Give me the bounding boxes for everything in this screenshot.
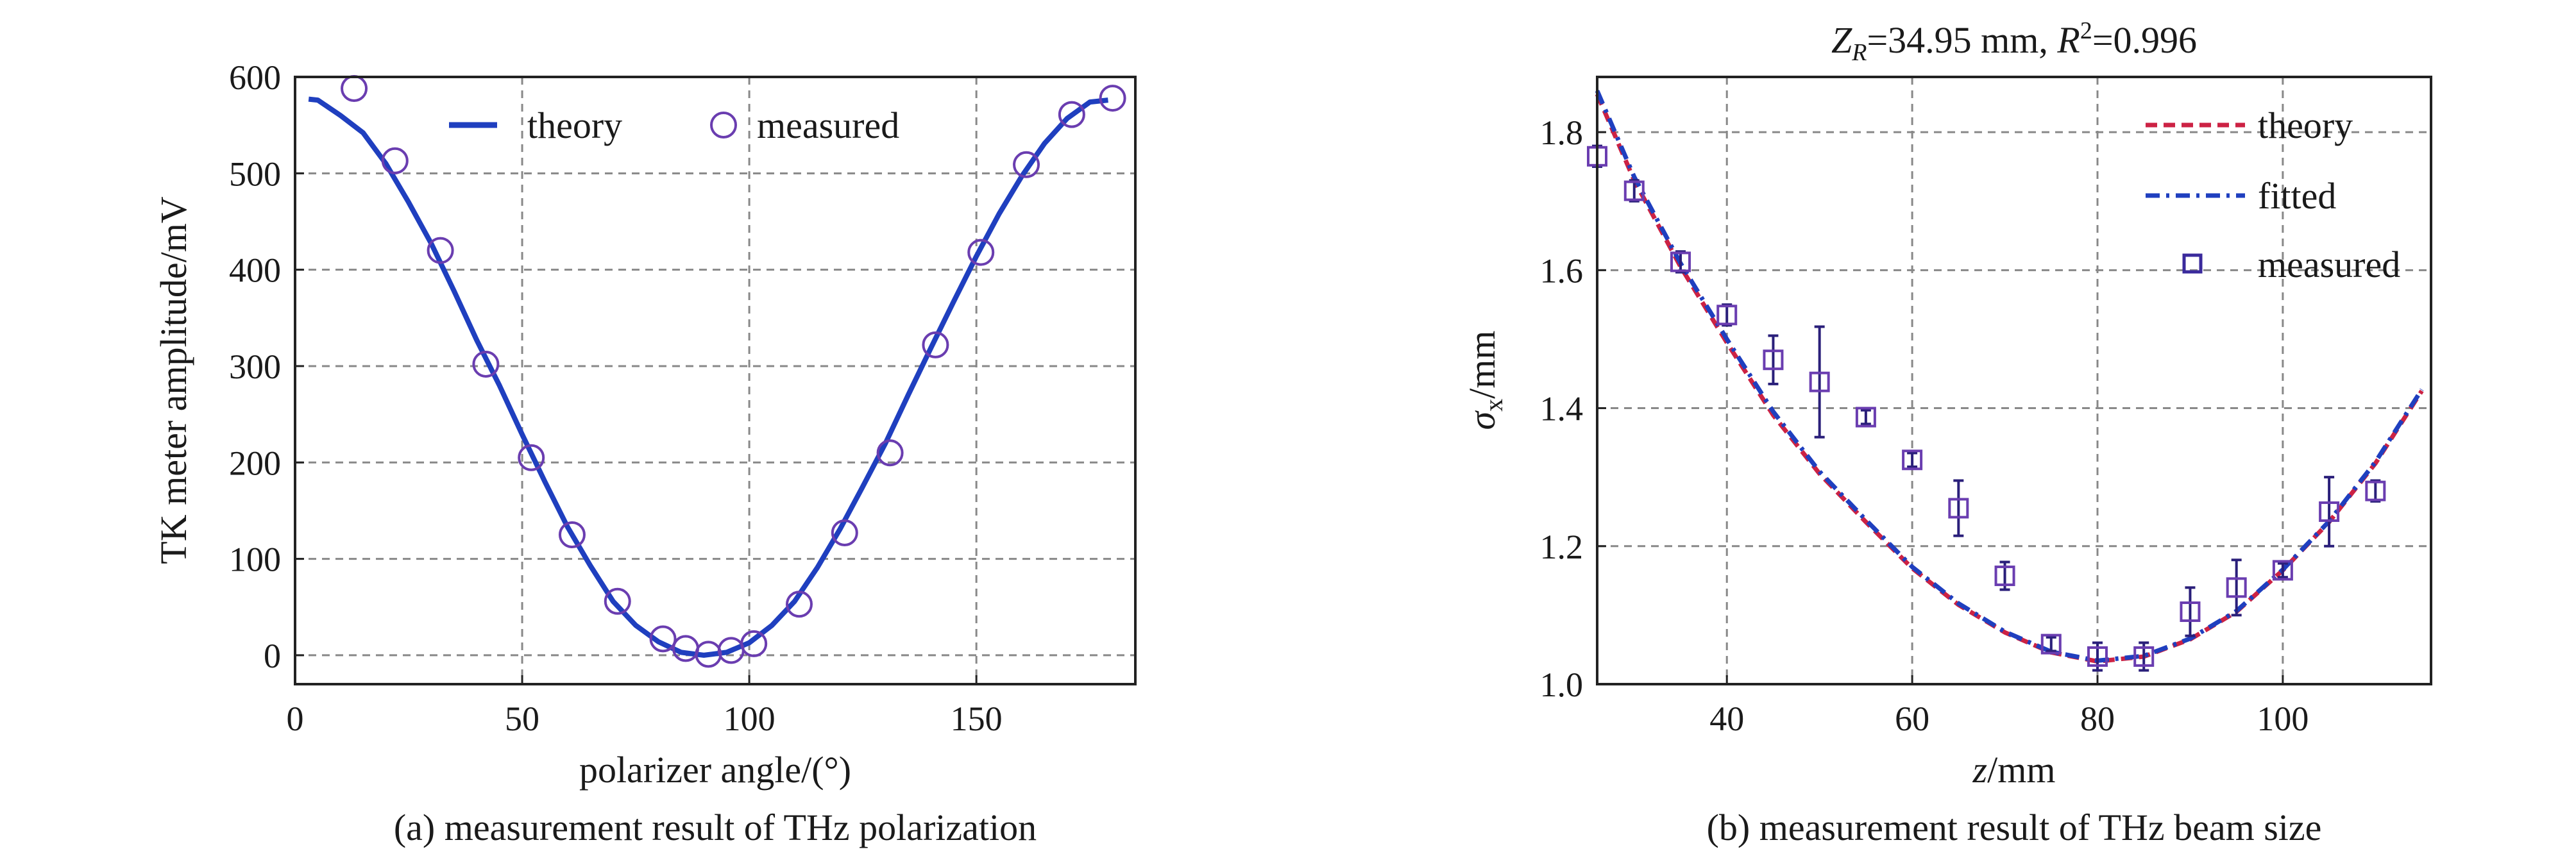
panel-a-measured-point-17: [1013, 151, 1040, 178]
panel-b-measured-point-17: [2365, 480, 2386, 501]
panel-b-measured-point-6: [1855, 407, 1876, 428]
panel-b-measured-point-15: [2272, 560, 2293, 581]
panel-b-measured-point-2: [1670, 251, 1691, 273]
panel-a-measured-point-5: [558, 521, 586, 549]
panel-a-measured-point-4: [518, 444, 545, 471]
panel-b-grid: [1597, 77, 2431, 685]
panel-b-title: ZR=34.95 mm, R2=0.996: [1831, 17, 2197, 66]
panel-b-legend-fitted-label: fitted: [2258, 175, 2336, 217]
panel-a-ylabel: TK meter amplitude/mV: [153, 196, 194, 564]
panel-a-measured-point-12: [786, 591, 813, 618]
panel-b-legend-measured-marker: [2182, 253, 2203, 274]
panel-b-plot-frame: [1596, 76, 2432, 685]
panel-b-measured-point-14: [2226, 577, 2247, 598]
panel-a-measured-point-3: [472, 350, 500, 378]
panel-b-ytick-label-1: 1.2: [1540, 528, 1584, 566]
panel-a-xtick-label-2: 100: [724, 700, 775, 738]
panel-a-xtick-label-0: 0: [287, 700, 304, 738]
panel-b-measured-point-1: [1623, 180, 1645, 201]
panel-a-ytick-label-6: 600: [229, 58, 281, 97]
panel-a-ytick-label-4: 400: [229, 251, 281, 290]
panel-a-xtick-label-3: 150: [951, 700, 1003, 738]
panel-a-ytick-label-2: 200: [229, 444, 281, 482]
panel-a: 0 50 100 150 0 100 200 300 400 500 600 polarizer a…: [153, 58, 1137, 848]
panel-a-ticks: 0 50 100 150 0 100 200 300 400 500 600: [229, 58, 1003, 738]
panel-a-measured-point-11: [740, 630, 768, 657]
panel-b-measured-point-7: [1902, 449, 1923, 471]
panel-b-ytick-label-4: 1.8: [1540, 113, 1584, 152]
panel-b-xtick-label-0: 40: [1709, 700, 1744, 738]
panel-b-ticks: 40 60 80 100 1.0 1.2 1.4 1.6 1.8: [1540, 113, 2309, 738]
panel-b-caption: (b) measurement result of THz beam size: [1707, 807, 2322, 848]
panel-b-xtick-label-3: 100: [2257, 700, 2309, 738]
panel-b-measured-point-10: [2040, 634, 2062, 655]
panel-b-measured-point-13: [2180, 601, 2201, 623]
panel-a-measured-point-18: [1058, 101, 1085, 128]
panel-a-measured-point-1: [381, 147, 409, 174]
panel-b-measured-point-9: [1994, 566, 2015, 587]
panel-b-ytick-label-3: 1.6: [1540, 251, 1584, 290]
panel-b-measured-point-12: [2133, 646, 2155, 667]
panel-a-legend-measured-marker: [710, 112, 737, 138]
panel-b-ytick-label-0: 1.0: [1540, 666, 1584, 704]
panel-a-measured-point-13: [831, 519, 858, 547]
panel-a-series: [308, 75, 1126, 668]
panel-a-measured-point-6: [604, 587, 631, 615]
panel-a-measured-point-7: [649, 625, 677, 653]
panel-a-grid: [294, 77, 1135, 684]
panel-a-measured-point-14: [876, 439, 904, 467]
panel-a-measured-point-16: [967, 239, 995, 266]
panel-b-xtick-label-2: 80: [2080, 700, 2115, 738]
panel-a-measured-point-19: [1099, 85, 1126, 112]
panel-b-series: [1587, 90, 2424, 672]
panel-a-ytick-label-5: 500: [229, 155, 281, 193]
panel-a-theory-line: [308, 96, 1108, 658]
panel-a-caption: (a) measurement result of THz polarizati…: [394, 807, 1037, 848]
panel-a-legend-theory-label: theory: [527, 105, 622, 146]
panel-b-measured-point-11: [2087, 646, 2108, 667]
panel-a-legend: theory measured: [449, 105, 899, 146]
panel-a-xlabel: polarizer angle/(°): [579, 749, 851, 791]
panel-b-measured-point-3: [1716, 305, 1738, 326]
panel-b-xlabel: z/mm: [1972, 749, 2056, 791]
panel-b: 40 60 80 100 1.0 1.2 1.4 1.6 1.8 ZR=34.95 mm, R2…: [1461, 17, 2432, 848]
panel-a-ytick-label-3: 300: [229, 348, 281, 386]
panel-b-ytick-label-2: 1.4: [1540, 390, 1584, 428]
panel-b-legend-measured-label: measured: [2258, 244, 2400, 285]
panel-b-legend-theory-label: theory: [2258, 105, 2353, 146]
panel-a-measured-point-15: [922, 331, 949, 358]
panel-b-measured-point-5: [1809, 371, 1830, 392]
panel-a-xtick-label-1: 50: [505, 700, 539, 738]
panel-b-xtick-label-1: 60: [1895, 700, 1929, 738]
panel-a-measured-point-0: [341, 75, 368, 103]
panel-a-measured-point-2: [427, 237, 454, 264]
panel-a-legend-measured-label: measured: [757, 105, 899, 146]
panel-b-ylabel: σx/mm: [1461, 331, 1508, 430]
panel-b-measured-point-8: [1948, 498, 1969, 519]
panel-b-measured-point-16: [2319, 501, 2340, 522]
panel-a-plot-frame: [294, 76, 1137, 685]
panel-b-measured-point-4: [1763, 349, 1784, 371]
panel-a-ytick-label-1: 100: [229, 541, 281, 579]
panel-b-legend: theory fitted measured: [2146, 105, 2400, 285]
panel-a-ytick-label-0: 0: [264, 637, 281, 675]
